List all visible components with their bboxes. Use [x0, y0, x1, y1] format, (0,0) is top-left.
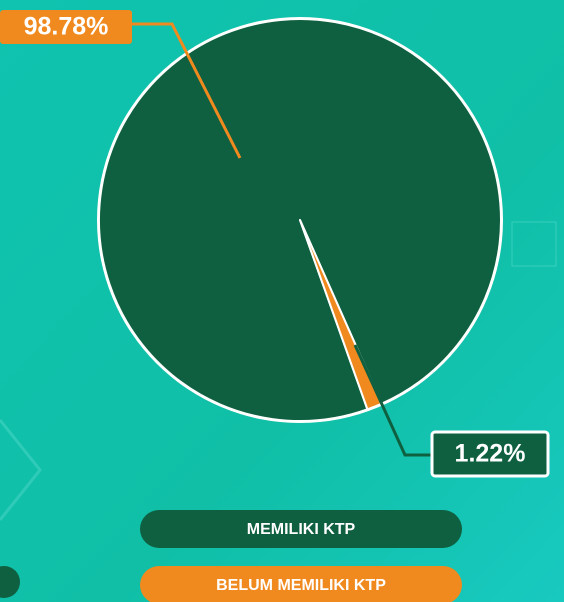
- leader-line: [132, 22, 242, 159]
- legend: MEMILIKI KTP BELUM MEMILIKI KTP: [140, 510, 462, 602]
- decoration: [0, 419, 42, 521]
- legend-pill: [140, 566, 462, 602]
- labels: 98.78% 1.22%: [0, 10, 550, 478]
- decoration: [0, 566, 20, 598]
- leader-line: [353, 344, 432, 457]
- legend-label: MEMILIKI KTP: [247, 521, 356, 538]
- legend-pill: [140, 510, 462, 548]
- decoration: [511, 221, 557, 267]
- label-box: [430, 430, 550, 478]
- data-label: 98.78%: [24, 13, 109, 41]
- data-label: 1.22%: [455, 440, 526, 468]
- legend-label: BELUM MEMILIKI KTP: [216, 577, 386, 594]
- label-box: [0, 10, 132, 44]
- pie: [97, 17, 503, 423]
